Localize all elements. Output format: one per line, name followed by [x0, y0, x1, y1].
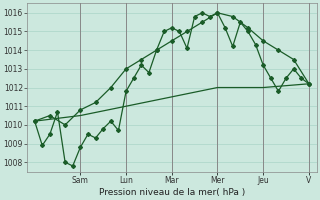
X-axis label: Pression niveau de la mer( hPa ): Pression niveau de la mer( hPa ) [99, 188, 245, 197]
